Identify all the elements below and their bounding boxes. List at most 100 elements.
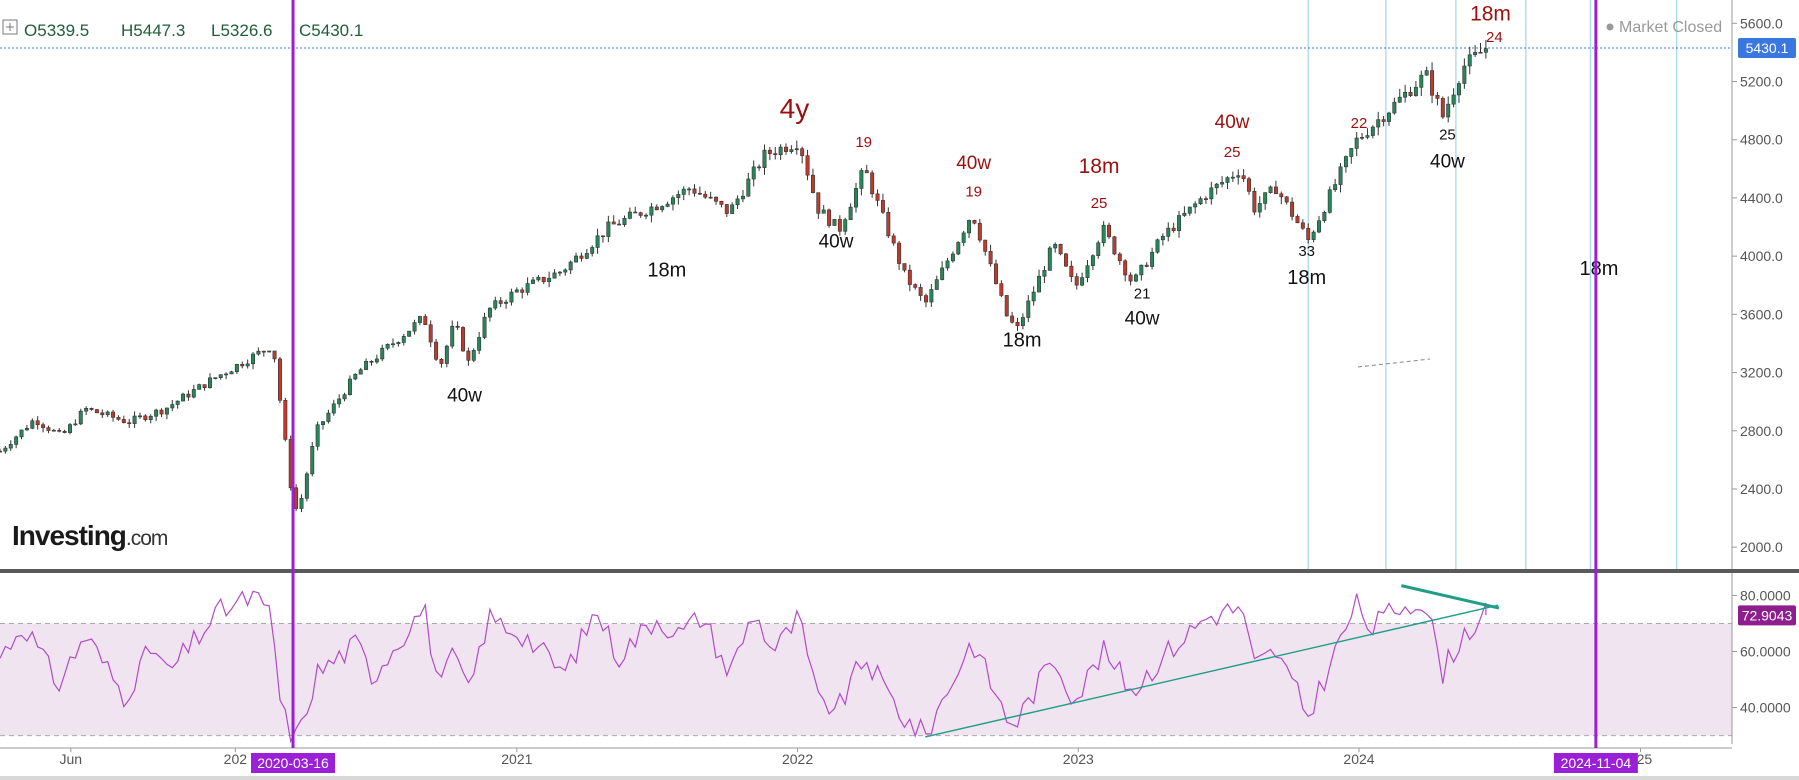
candle-body	[1096, 242, 1101, 256]
candle-body	[1236, 175, 1241, 178]
candle-body	[57, 429, 62, 432]
candle-body	[638, 212, 643, 216]
candle-body	[1085, 265, 1090, 278]
candle-body	[891, 235, 896, 244]
candle	[89, 407, 94, 411]
candle	[19, 429, 24, 440]
candle	[547, 271, 552, 288]
price-tick-label: 2000.0	[1740, 539, 1783, 555]
candle	[143, 414, 148, 422]
candle-body	[1020, 317, 1025, 327]
candle-body	[1193, 203, 1198, 208]
candle	[1290, 197, 1295, 221]
candle	[579, 252, 584, 262]
candle-body	[977, 222, 982, 241]
candle-body	[461, 327, 465, 352]
candle-body	[773, 153, 778, 156]
highlighted-date-badge: 2020-03-16	[251, 753, 336, 773]
price-axis[interactable]: 2000.0 2400.0 2800.0 3200.0 3600.0 4000.0 4400…	[1731, 0, 1796, 569]
rsi-value-badge: 72.9043	[1738, 605, 1796, 626]
cycle-annotation: 19	[965, 183, 982, 200]
candle	[897, 240, 902, 270]
candle	[1074, 273, 1079, 290]
candle	[68, 422, 72, 435]
candle-body	[547, 277, 552, 283]
candle	[994, 259, 998, 285]
candle	[837, 215, 842, 236]
candle-body	[321, 421, 325, 426]
candle	[784, 143, 788, 155]
time-tick-label: Jun	[59, 751, 82, 767]
price-tick-label: 5600.0	[1740, 15, 1783, 31]
candle	[1376, 111, 1381, 136]
candle	[1284, 196, 1289, 205]
rsi-panel[interactable]	[0, 573, 1732, 744]
candle	[800, 146, 805, 164]
candle	[1317, 216, 1321, 234]
candle	[719, 200, 724, 208]
candle-body	[1220, 182, 1225, 185]
candle-body	[950, 253, 955, 262]
ohlc-legend[interactable]: O5339.5 H5447.3 L5326.6 C5430.1	[2, 19, 363, 40]
candle-body	[1166, 227, 1171, 237]
candle-body	[1290, 201, 1295, 217]
candle	[891, 233, 896, 246]
rsi-tick-label: 60.0000	[1740, 643, 1791, 659]
candle	[1047, 246, 1052, 271]
candle	[832, 219, 837, 226]
candle-body	[805, 155, 810, 176]
candle	[310, 442, 315, 477]
candle-body	[579, 255, 584, 259]
candle	[1069, 260, 1074, 283]
panel-separator[interactable]	[0, 569, 1799, 573]
candle-body	[62, 431, 67, 433]
candle	[1139, 264, 1144, 281]
price-tick-label: 3200.0	[1740, 365, 1783, 381]
expand-icon[interactable]	[2, 19, 18, 35]
candle-body	[1457, 83, 1461, 96]
candle	[385, 343, 390, 351]
candle-body	[84, 408, 89, 412]
candle	[1112, 235, 1117, 256]
candle	[514, 287, 519, 293]
candle	[1408, 86, 1413, 97]
candle-body	[816, 192, 821, 214]
candle-body	[111, 411, 116, 418]
rsi-tick-label: 40.0000	[1740, 700, 1791, 716]
candle-body	[1133, 274, 1138, 282]
expand-legend-button[interactable]	[2, 19, 18, 35]
candle-body	[1413, 86, 1418, 97]
candle	[751, 160, 756, 187]
candle	[821, 205, 826, 214]
candle	[584, 249, 589, 260]
candle	[924, 293, 928, 308]
candle	[1343, 155, 1348, 173]
candle-body	[1295, 216, 1300, 224]
candle	[644, 213, 649, 220]
candle	[1058, 243, 1063, 256]
candle-body	[272, 350, 277, 360]
candle-body	[557, 271, 562, 274]
candle	[1085, 260, 1090, 283]
candle-body	[294, 487, 299, 509]
candle-body	[24, 428, 29, 431]
time-axis[interactable]: Jun 202 2021 2022 2023 2024 025 2020-03-16 2024…	[0, 747, 1732, 773]
candle	[14, 435, 19, 449]
candle	[1171, 222, 1176, 233]
rsi-axis[interactable]: 40.0000 60.0000 80.0000 72.9043	[1731, 573, 1796, 744]
candle	[202, 384, 207, 391]
candle	[1473, 45, 1478, 57]
candle	[251, 352, 256, 370]
rsi-axis-ticks: 40.0000 60.0000 80.0000	[1732, 587, 1791, 716]
candle	[999, 280, 1004, 298]
logo-text: Investing.com	[12, 520, 168, 551]
candle-body	[19, 429, 24, 438]
candle	[649, 202, 654, 223]
investing-logo: Investing.com	[12, 520, 169, 551]
candle-body	[1403, 91, 1408, 98]
candle-body	[1360, 136, 1365, 139]
candle-body	[999, 283, 1004, 296]
candle	[73, 419, 78, 426]
price-panel[interactable]: 4y 19 40w 19 18m 25 40w 25 22 18m 24 40w 18m 40w 18m 21…	[0, 0, 1732, 569]
